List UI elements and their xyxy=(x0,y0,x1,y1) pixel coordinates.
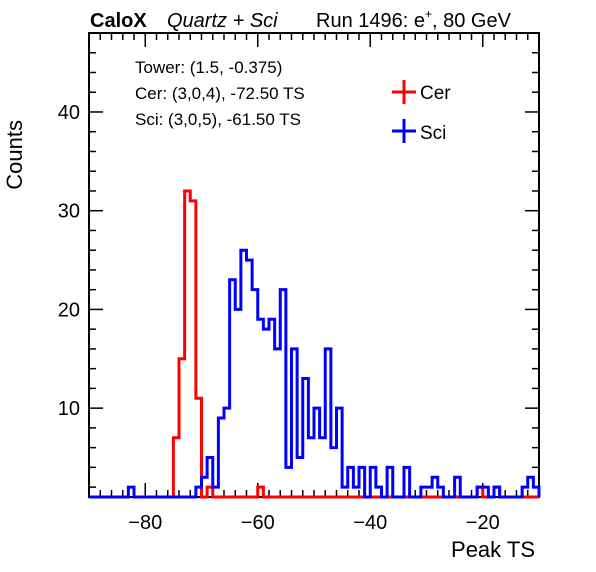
legend-label-sci: Sci xyxy=(420,123,446,144)
y-tick-label: 20 xyxy=(58,299,80,321)
legend: Cer Sci xyxy=(392,80,451,144)
x-tick-label: −60 xyxy=(241,512,275,534)
y-axis-title: Counts xyxy=(2,120,27,190)
info-cer: Cer: (3,0,4), -72.50 TS xyxy=(135,84,305,103)
x-tick-label: −80 xyxy=(128,512,162,534)
info-tower: Tower: (1.5, -0.375) xyxy=(135,58,282,77)
chart-run-text: Run 1496: e xyxy=(316,10,425,32)
y-tick-label: 10 xyxy=(58,398,80,420)
y-tick-label: 30 xyxy=(58,201,80,223)
legend-label-cer: Cer xyxy=(420,83,451,104)
chart-run-sup: + xyxy=(425,7,432,21)
legend-marker-cer xyxy=(392,80,416,104)
x-tick-label: −40 xyxy=(353,512,387,534)
legend-marker-sci xyxy=(392,119,416,143)
x-axis-title: Peak TS xyxy=(451,537,535,562)
y-tick-label: 40 xyxy=(58,102,80,124)
chart-run: Run 1496: e+, 80 GeV xyxy=(316,7,512,32)
chart-run-energy: , 80 GeV xyxy=(432,10,512,32)
chart-brand: CaloX xyxy=(90,10,147,32)
chart-subtitle: Quartz + Sci xyxy=(167,10,278,32)
x-tick-label: −20 xyxy=(466,512,500,534)
info-sci: Sci: (3,0,5), -61.50 TS xyxy=(135,110,301,129)
axis-ticks: −80 −60 −40 −20 10 20 30 40 xyxy=(58,32,540,534)
series-sci-line xyxy=(89,248,541,499)
